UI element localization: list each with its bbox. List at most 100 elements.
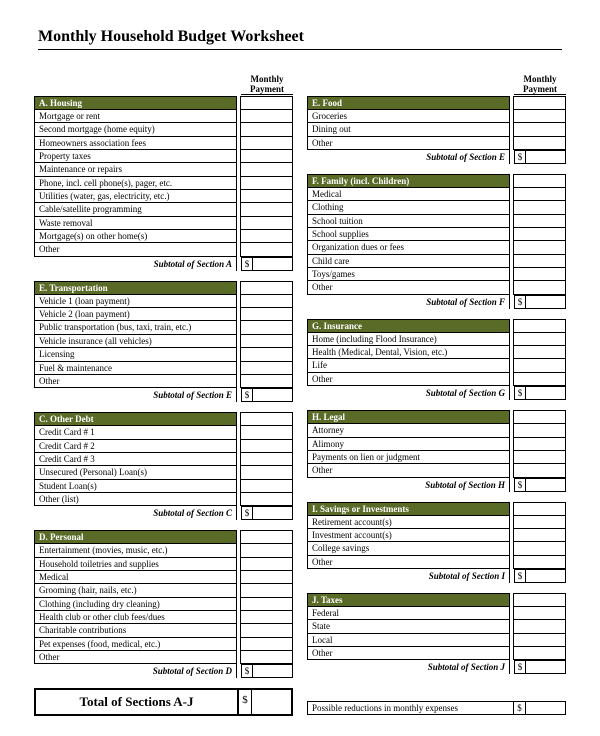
line-item-amount[interactable] [241,110,293,123]
line-item-amount[interactable] [241,150,293,163]
section-header-amount[interactable] [514,502,566,515]
reduction-row: Possible reductions in monthly expenses$ [307,701,566,715]
line-item-amount[interactable] [514,555,566,568]
line-item-amount[interactable] [241,651,293,664]
line-item-amount[interactable] [241,243,293,256]
line-item: Maintenance or repairs [35,163,237,176]
section-header-amount[interactable] [514,319,566,332]
subtotal-amount[interactable] [526,569,565,582]
section-header: J. Taxes [308,593,510,606]
line-item: Medical [308,188,510,201]
section-header-amount[interactable] [514,175,566,188]
line-item-amount[interactable] [514,359,566,372]
section-header-amount[interactable] [241,97,293,110]
subtotal-amount[interactable] [526,478,565,491]
subtotal-amount[interactable] [253,257,292,270]
line-item-amount[interactable] [514,372,566,385]
line-item-amount[interactable] [514,241,566,254]
line-item-amount[interactable] [514,437,566,450]
line-item-amount[interactable] [514,606,566,619]
line-item-amount[interactable] [241,203,293,216]
line-item-amount[interactable] [241,637,293,650]
line-item-amount[interactable] [241,570,293,583]
line-item-amount[interactable] [514,136,566,149]
line-item-amount[interactable] [241,348,293,361]
line-item-amount[interactable] [241,361,293,374]
line-item-amount[interactable] [241,426,293,439]
subtotal-amount[interactable] [253,507,292,520]
line-item: Household toiletries and supplies [35,557,237,570]
line-item-amount[interactable] [514,281,566,294]
section-d: D. PersonalEntertainment (movies, music,… [34,530,293,678]
reduction-amount[interactable] [525,702,565,714]
line-item-amount[interactable] [514,633,566,646]
subtotal-amount[interactable] [253,389,292,402]
line-item-amount[interactable] [514,346,566,359]
line-item: Clothing [308,201,510,214]
section-header-amount[interactable] [514,97,566,110]
line-item-amount[interactable] [514,424,566,437]
line-item-amount[interactable] [241,136,293,149]
line-item-amount[interactable] [514,464,566,477]
line-item-amount[interactable] [241,479,293,492]
line-item-amount[interactable] [241,492,293,505]
total-amount[interactable] [251,690,291,714]
line-item-amount[interactable] [241,123,293,136]
line-item-amount[interactable] [514,228,566,241]
line-item-amount[interactable] [514,332,566,345]
line-item-amount[interactable] [514,201,566,214]
line-item-amount[interactable] [241,624,293,637]
right-column: MonthlyPaymentE. FoodGroceriesDining out… [307,74,566,716]
line-item-amount[interactable] [241,294,293,307]
total-box: Total of Sections A-J$ [34,688,293,716]
line-item-amount[interactable] [514,515,566,528]
subtotal-amount[interactable] [526,295,565,308]
line-item-amount[interactable] [241,452,293,465]
line-item-amount[interactable] [514,123,566,136]
currency-symbol: $ [514,569,526,582]
line-item-amount[interactable] [514,188,566,201]
columns-wrap: MonthlyPaymentA. HousingMortgage or rent… [34,74,566,716]
subtotal-label: Subtotal of Section F [308,294,510,309]
line-item-amount[interactable] [241,216,293,229]
section-header-amount[interactable] [514,593,566,606]
line-item-amount[interactable] [514,542,566,555]
line-item-amount[interactable] [514,528,566,541]
left-column: MonthlyPaymentA. HousingMortgage or rent… [34,74,293,716]
line-item-amount[interactable] [241,374,293,387]
line-item-amount[interactable] [241,466,293,479]
line-item-amount[interactable] [241,190,293,203]
subtotal-amount[interactable] [526,661,565,674]
line-item-amount[interactable] [514,620,566,633]
line-item-amount[interactable] [241,544,293,557]
line-item: Charitable contributions [35,624,237,637]
line-item-amount[interactable] [241,557,293,570]
subtotal-label: Subtotal of Section J [308,660,510,675]
subtotal-amount[interactable] [253,665,292,678]
line-item-amount[interactable] [241,321,293,334]
line-item-amount[interactable] [241,439,293,452]
line-item-amount[interactable] [514,214,566,227]
line-item-amount[interactable] [514,110,566,123]
line-item-amount[interactable] [241,176,293,189]
section-header: E. Food [308,97,510,110]
line-item-amount[interactable] [241,308,293,321]
line-item-amount[interactable] [514,450,566,463]
line-item-amount[interactable] [241,230,293,243]
line-item-amount[interactable] [241,610,293,623]
section-header-amount[interactable] [241,531,293,544]
line-item-amount[interactable] [241,334,293,347]
line-item-amount[interactable] [514,254,566,267]
line-item-amount[interactable] [241,163,293,176]
line-item-amount[interactable] [241,584,293,597]
section-header-amount[interactable] [241,281,293,294]
section-header-amount[interactable] [514,411,566,424]
line-item: State [308,620,510,633]
section-c: C. Other DebtCredit Card # 1Credit Card … [34,412,293,520]
subtotal-amount[interactable] [526,387,565,400]
line-item-amount[interactable] [241,597,293,610]
subtotal-amount[interactable] [526,151,565,164]
section-header-amount[interactable] [241,413,293,426]
line-item-amount[interactable] [514,646,566,659]
line-item-amount[interactable] [514,268,566,281]
